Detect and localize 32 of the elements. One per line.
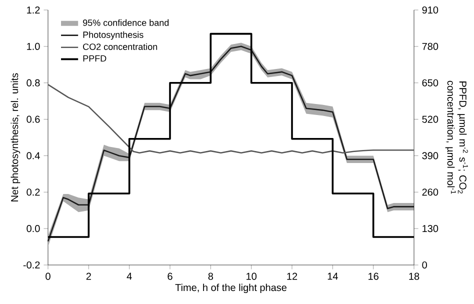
legend-label: Photosynthesis: [83, 31, 144, 40]
x-tick-label: 18: [409, 272, 420, 280]
y2-tick-label: 260: [422, 188, 438, 196]
y2-tick-label: 910: [422, 6, 438, 14]
x-tick-label: 8: [208, 272, 214, 280]
x-tick-label: 16: [368, 272, 378, 280]
x-axis-title: Time, h of the light phase: [175, 284, 286, 294]
x-tick-label: 12: [287, 272, 298, 280]
x-tick-label: 2: [86, 272, 91, 280]
y-tick-label: 1.0: [27, 42, 40, 50]
annotation: 95% confidence band: [83, 19, 169, 26]
y2-tick-label: 780: [422, 42, 438, 50]
legend-label: CO2 concentration: [83, 43, 158, 50]
x-tick-label: 0: [46, 272, 50, 280]
x-tick-label: 4: [126, 272, 132, 280]
y-tick-label: 1.2: [27, 6, 40, 14]
y-tick-label: 0.8: [26, 79, 40, 86]
legend-label: PPFD: [83, 55, 106, 62]
x-tick-label: 6: [168, 272, 172, 280]
y-tick-label: 0.4: [26, 152, 40, 160]
y2-tick-label: 390: [422, 152, 438, 160]
y-tick-label: 0.6: [26, 116, 40, 123]
y-axis-title: Net photosynthesis, rel. units: [10, 73, 20, 202]
y-tick-label: 0.0: [26, 225, 40, 232]
y2-tick-label: 0: [422, 261, 427, 269]
x-tick-label: 14: [328, 272, 338, 280]
y-tick-label: 0.2: [26, 188, 40, 196]
y2-tick-label: 130: [422, 225, 438, 232]
y2-tick-label: 520: [422, 116, 438, 123]
y2-tick-label: 650: [422, 79, 438, 86]
y-tick-label: -0.2: [23, 261, 40, 269]
x-tick-label: 10: [246, 272, 257, 280]
